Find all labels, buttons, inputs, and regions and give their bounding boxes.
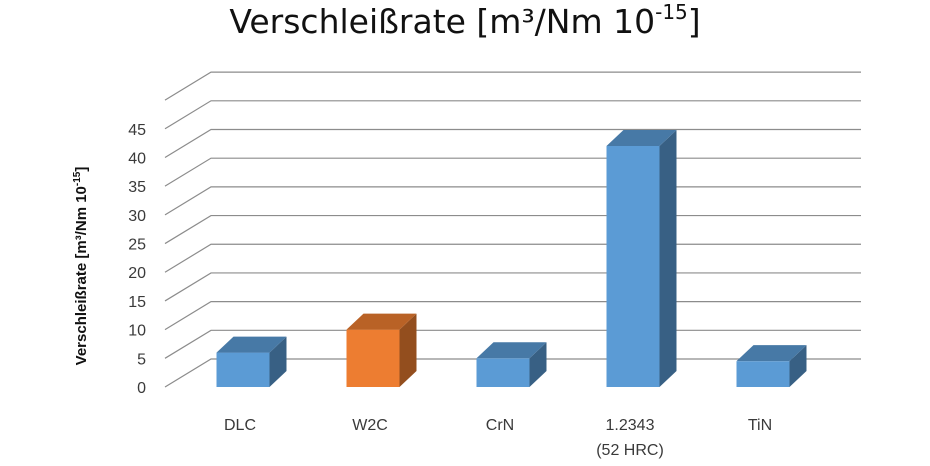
bar-crn [476,342,547,387]
bar-side [529,342,547,387]
bars [216,130,807,387]
gridline [164,272,861,302]
chart-title: Verschleißrate [m³/Nm 10-15] [229,0,700,41]
y-tick-label: 30 [128,208,146,225]
bar-top [736,345,807,362]
bar-w2c [346,313,417,387]
x-tick-label: TiN [748,417,772,434]
y-axis-ticks: 0 5 10 15 20 25 30 35 40 45 [128,122,146,397]
x-tick-label: CrN [486,417,514,434]
y-tick-label: 45 [128,122,146,139]
bar-top [216,336,287,353]
x-tick-label: DLC [224,417,256,434]
bar-side [269,336,287,387]
x-tick-label: W2C [352,417,388,434]
bar-1-2343 [606,130,677,387]
y-tick-label: 5 [137,351,146,368]
y-tick-label: 15 [128,294,146,311]
gridline [164,157,861,187]
x-tick-label: 1.2343 [606,417,655,434]
gridline [164,128,861,158]
gridline [164,100,861,130]
y-tick-label: 25 [128,237,146,254]
x-tick-sublabel: (52 HRC) [596,442,664,459]
gridline [164,186,861,216]
x-axis-labels: DLC W2C CrN 1.2343 (52 HRC) TiN [224,417,772,459]
y-tick-label: 0 [137,380,146,397]
bar-front [346,329,400,387]
bar-top [346,313,417,330]
bar-front [606,146,660,387]
gridline [164,214,861,245]
bar-side [789,345,807,387]
gridline [164,71,861,101]
y-tick-label: 40 [128,150,146,167]
bar-side [659,130,677,387]
y-tick-label: 35 [128,179,146,196]
y-tick-label: 20 [128,265,146,282]
gridline [164,301,861,331]
bar-top [606,130,677,147]
gridline [164,243,861,273]
bar-side [399,313,417,387]
y-axis-label: Verschleißrate [m³/Nm 10-15] [72,167,90,366]
bar-tin [736,345,807,387]
bar-front [216,352,270,387]
y-tick-label: 10 [128,323,146,340]
gridlines [164,71,861,388]
bar-front [736,361,790,387]
bar-dlc [216,336,287,387]
bar-front [476,358,530,387]
bar-top [476,342,547,359]
